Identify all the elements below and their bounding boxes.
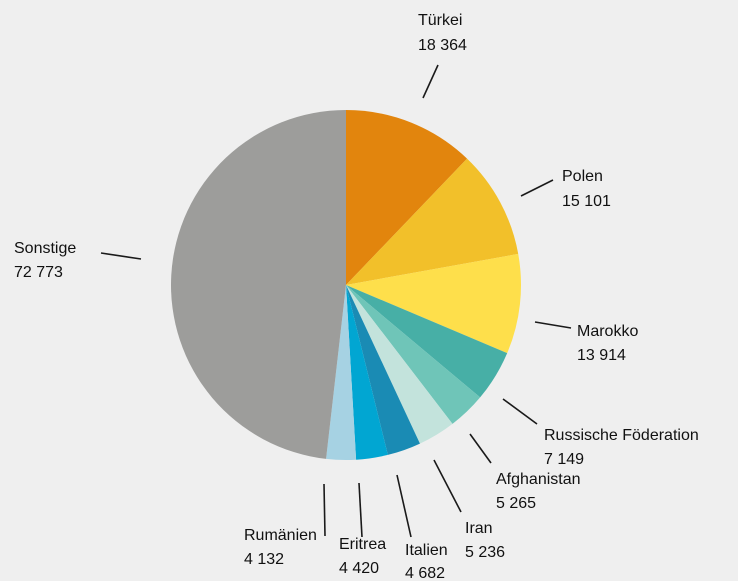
label-afghanistan-name: Afghanistan: [496, 471, 581, 488]
label-italien-name: Italien: [405, 542, 448, 559]
label-polen-value: 15 101: [562, 193, 611, 210]
slice-labels: Türkei 18 364 Polen 15 101 Marokko 13 91…: [14, 12, 699, 581]
label-marokko-value: 13 914: [577, 347, 626, 364]
label-rumaenien-name: Rumänien: [244, 527, 317, 544]
label-eritrea-value: 4 420: [339, 560, 379, 577]
leader-line-eritrea: [358, 482, 363, 538]
slice-marokko: [346, 253, 522, 354]
label-sonstige-value: 72 773: [14, 264, 63, 281]
leader-line-italien: [396, 474, 412, 538]
leader-line-afghanistan: [469, 433, 492, 464]
slice-polen: [346, 158, 519, 285]
label-russische-foederation-value: 7 149: [544, 451, 584, 468]
slice-iran: [346, 285, 453, 444]
slice-russische-foederation: [346, 285, 508, 398]
leader-line-polen: [520, 179, 554, 197]
leader-line-sonstige: [100, 252, 142, 260]
leader-line-marokko: [534, 321, 572, 329]
label-marokko-name: Marokko: [577, 323, 638, 340]
leader-line-tuerkei: [422, 64, 439, 99]
label-sonstige-name: Sonstige: [14, 240, 76, 257]
label-polen-name: Polen: [562, 168, 603, 185]
slice-afghanistan: [346, 285, 481, 424]
label-russische-foederation-name: Russische Föderation: [544, 427, 699, 444]
slice-sonstige: [171, 110, 346, 459]
leader-line-iran: [433, 459, 462, 513]
label-iran-value: 5 236: [465, 544, 505, 561]
label-afghanistan-value: 5 265: [496, 495, 536, 512]
slice-tuerkei: [346, 110, 468, 285]
label-leader-lines: [100, 64, 572, 538]
slice-rumaenien: [326, 285, 357, 461]
leader-line-russische-foederation: [502, 398, 538, 425]
label-iran-name: Iran: [465, 520, 493, 537]
slice-eritrea: [346, 285, 388, 460]
label-italien-value: 4 682: [405, 565, 445, 581]
label-eritrea-name: Eritrea: [339, 536, 386, 553]
label-tuerkei-value: 18 364: [418, 37, 467, 54]
label-rumaenien-value: 4 132: [244, 551, 284, 568]
label-tuerkei-name: Türkei: [418, 12, 462, 29]
pie-slices: [171, 110, 522, 461]
slice-italien: [346, 285, 420, 455]
leader-line-rumaenien: [323, 483, 326, 537]
